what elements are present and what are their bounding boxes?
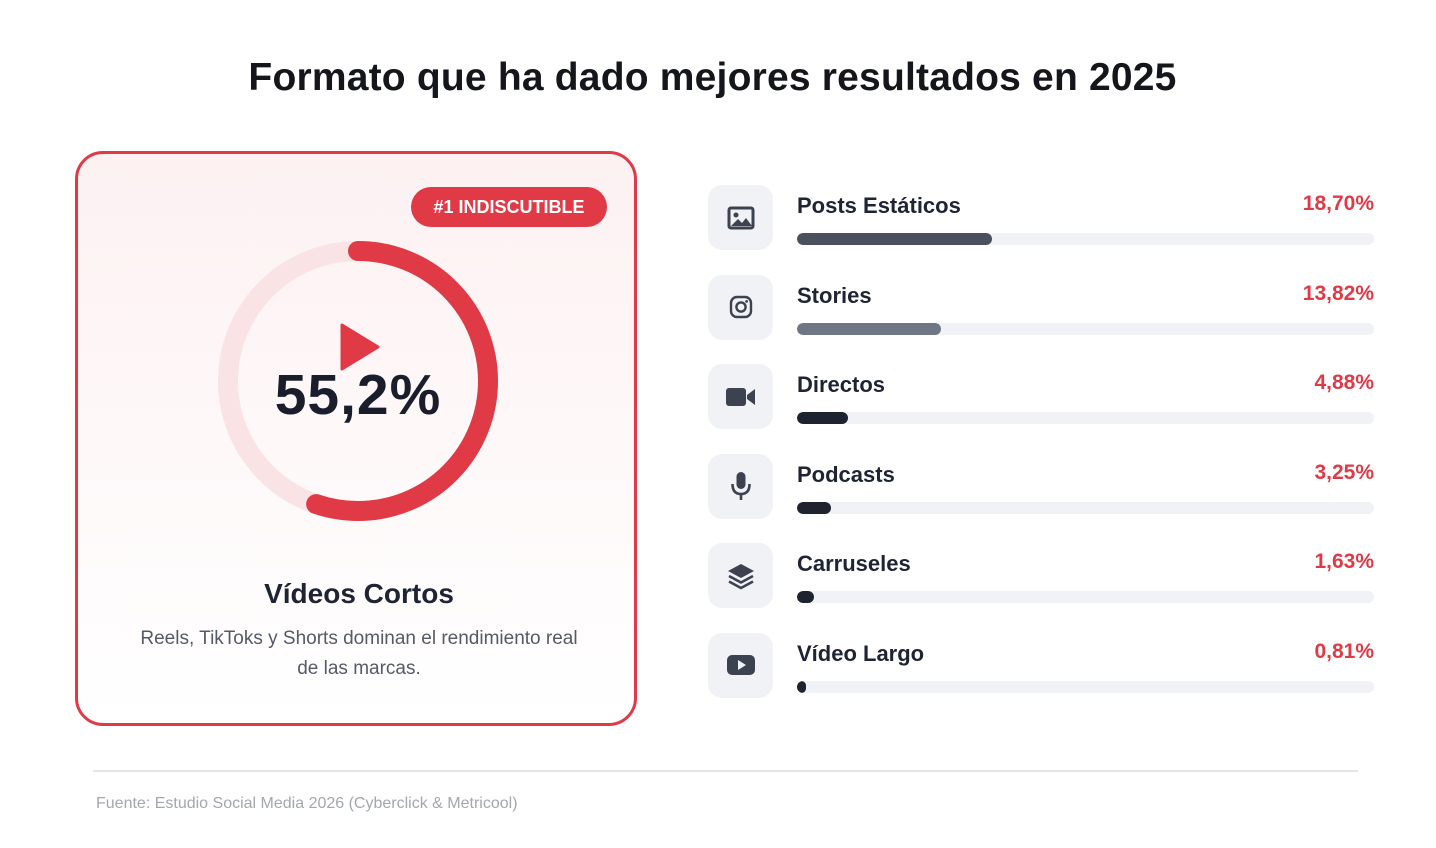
bar-fill <box>797 501 831 514</box>
format-row: Directos 4,88% <box>708 364 1375 430</box>
bar-fill <box>797 412 848 424</box>
format-value: 1,63% <box>1314 550 1374 573</box>
format-label: Vídeo Largo <box>797 640 925 666</box>
divider <box>93 770 1358 772</box>
highlight-value: 55,2% <box>274 363 442 427</box>
highlight-name: Vídeos Cortos <box>264 578 454 609</box>
rank-badge: #1 INDISCUTIBLE <box>411 187 607 227</box>
format-label: Stories <box>797 282 872 308</box>
format-row: Vídeo Largo 0,81% <box>708 632 1375 699</box>
format-value: 0,81% <box>1314 639 1374 663</box>
format-label: Directos <box>797 372 886 397</box>
microphone-icon <box>708 453 773 519</box>
progress-ring-fill <box>218 241 498 521</box>
highlight-description: Reels, TikToks y Shorts dominan el rendi… <box>140 628 578 679</box>
bar-track <box>797 233 1374 245</box>
format-row: Posts Estáticos 18,70% <box>708 185 1375 251</box>
bar-track <box>797 591 1374 603</box>
format-label: Carruseles <box>797 551 911 576</box>
source-note: Fuente: Estudio Social Media 2026 (Cyber… <box>96 795 518 812</box>
format-row: Carruseles 1,63% <box>708 543 1375 609</box>
video-camera-icon <box>708 364 773 429</box>
bar-track <box>797 322 1374 335</box>
format-value: 18,70% <box>1302 192 1374 215</box>
format-row: Stories 13,82% <box>708 274 1375 341</box>
format-value: 4,88% <box>1314 371 1374 394</box>
bar-track <box>797 412 1374 424</box>
bar-fill <box>797 322 942 335</box>
instagram-icon <box>708 274 773 340</box>
format-value: 13,82% <box>1302 281 1374 305</box>
youtube-icon <box>708 632 773 698</box>
bar-fill <box>797 680 806 693</box>
format-label: Posts Estáticos <box>797 193 961 218</box>
bar-fill <box>797 591 815 603</box>
progress-ring <box>218 241 498 521</box>
bar-track <box>797 501 1374 514</box>
format-row: Podcasts 3,25% <box>708 453 1375 520</box>
chart-title: Formato que ha dado mejores resultados e… <box>248 56 1177 99</box>
format-value: 3,25% <box>1314 460 1374 484</box>
format-label: Podcasts <box>797 461 895 487</box>
bar-fill <box>797 233 993 245</box>
image-icon <box>708 185 773 250</box>
bar-track <box>797 680 1374 693</box>
layers-icon <box>708 543 773 608</box>
play-icon <box>340 323 380 371</box>
